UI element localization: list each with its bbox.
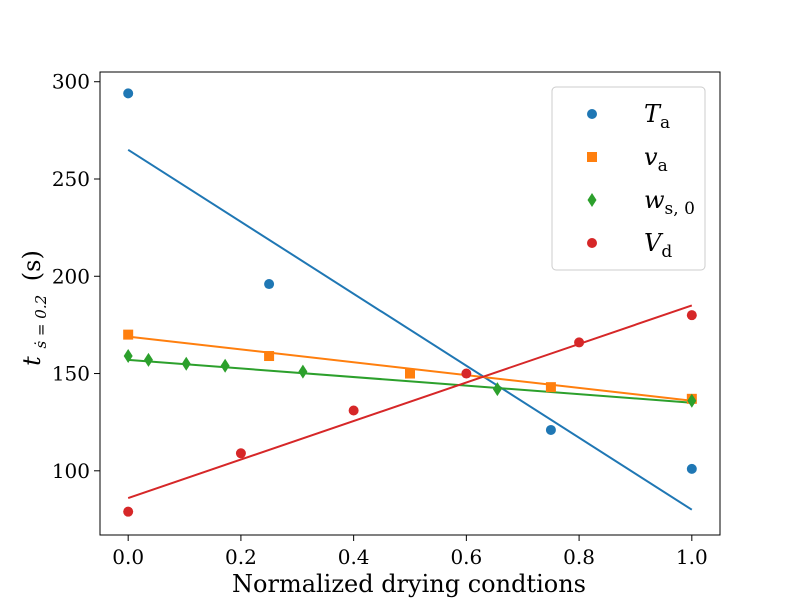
axes-frame [99,71,721,536]
legend-marker-w-s-0 [587,193,597,207]
data-point-t-a [264,279,275,290]
data-point-v-d [348,405,359,416]
data-point-t-a [545,424,556,435]
data-point-v-a [545,382,556,393]
y-tick-label: 200 [52,264,90,288]
legend-label-t-a: Ta [644,100,670,133]
legend-marker-v-d [587,238,597,248]
data-point-v-d [686,310,697,321]
fit-line-t-a [127,148,693,511]
legend-marker-v-a [587,152,597,162]
svg-text:t ṡ = 0.2 (s): t ṡ = 0.2 (s) [18,250,52,366]
x-tick-label: 0.4 [338,545,370,569]
data-point-w-s-0 [123,349,133,364]
x-axis-label: Normalized drying condtions [232,570,586,598]
y-tick-label: 300 [52,70,90,94]
y-tick-label: 250 [52,167,90,191]
data-point-v-a [123,329,134,340]
data-point-w-s-0 [143,352,153,367]
plot-area [123,88,697,517]
data-point-t-a [686,463,697,474]
legend-entry-v-d: Vd [587,229,672,262]
data-point-v-a [405,368,415,379]
data-point-t-a [123,88,134,99]
legend-label-w-s-0: ws, 0 [644,186,695,219]
x-tick-label: 1.0 [676,545,708,569]
data-point-w-s-0 [181,356,191,371]
x-tick-label: 0.2 [225,545,257,569]
legend-box [551,86,706,271]
data-point-w-s-0 [492,382,502,397]
legend-entry-v-a: va [587,143,668,176]
fit-line-v-d [127,304,693,499]
y-axis-label: t ṡ = 0.2 (s) [18,250,52,366]
y-tick-label: 150 [52,362,90,386]
legend-marker-t-a [587,109,597,119]
legend-entry-t-a: Ta [587,100,670,133]
legend-label-v-a: va [644,143,668,176]
legend: Ta va ws, 0 Vd [551,86,706,271]
data-point-v-d [235,448,246,459]
x-tick-label: 0.6 [450,545,482,569]
y-axis-label-subscript: ṡ = 0.2 [32,295,50,349]
legend-entry-w-s-0: ws, 0 [587,186,695,219]
data-point-w-s-0 [687,393,697,408]
y-tick-label: 100 [52,459,90,483]
data-point-w-s-0 [220,358,230,373]
y-axis-label-main: t [18,356,46,366]
legend-label-v-d: Vd [644,229,672,262]
axes: 0.0 0.2 0.4 0.6 0.8 1.0 100 150 200 250 300 [52,70,721,569]
data-point-v-d [461,368,472,379]
data-point-v-d [574,337,585,348]
data-point-w-s-0 [298,364,308,379]
x-tick-label: 0.8 [563,545,595,569]
x-tick-label: 0.0 [112,545,144,569]
y-axis-label-unit: (s) [18,250,46,281]
fit-line-w-s-0 [128,358,692,404]
data-point-v-d [123,506,134,517]
data-point-v-a [264,351,275,362]
